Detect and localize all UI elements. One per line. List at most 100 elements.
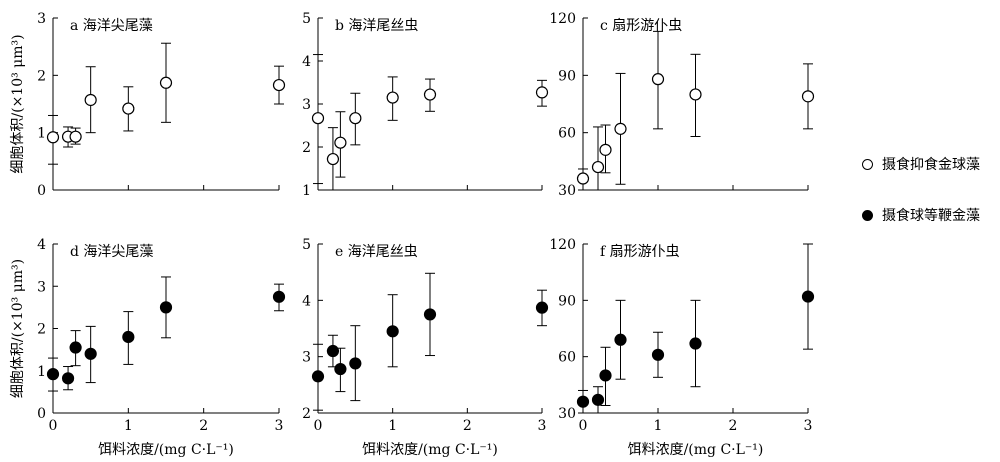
x-tick-label: 1	[124, 418, 133, 434]
panel-label: b 海洋尾丝虫	[335, 18, 418, 34]
filled-data-point	[334, 362, 347, 376]
panel-label: a 海洋尖尾藻	[70, 18, 153, 34]
panel-label: c 扇形游仆虫	[600, 18, 682, 34]
y-tick-label: 4	[302, 54, 311, 70]
x-tick-label: 1	[654, 418, 663, 434]
y-tick-label: 90	[558, 68, 576, 84]
y-tick-label: 30	[558, 183, 576, 199]
y-tick-label: 1	[37, 364, 46, 380]
y-tick-label: 2	[37, 322, 46, 338]
open-data-point	[689, 88, 702, 101]
filled-data-point	[349, 357, 362, 370]
open-data-point	[272, 78, 286, 92]
y-tick-label: 5	[302, 11, 311, 27]
y-tick-label: 4	[37, 237, 46, 253]
y-tick-label: 2	[37, 68, 46, 84]
x-axis-label: 饵料浓度/(mg C·L⁻¹)	[98, 442, 234, 458]
filled-data-point	[591, 393, 605, 406]
y-axis-label: 细胞体积/(×10³ μm³)	[10, 259, 26, 398]
filled-data-point	[535, 301, 549, 314]
y-tick-label: 60	[558, 350, 576, 366]
filled-circle-legend-marker	[862, 209, 873, 221]
filled-data-point	[311, 370, 325, 383]
y-tick-label: 2	[302, 406, 311, 422]
y-tick-label: 3	[37, 11, 46, 27]
filled-data-point	[46, 368, 60, 381]
filled-data-point	[801, 290, 815, 303]
y-tick-label: 3	[302, 350, 311, 366]
x-tick-label: 2	[199, 418, 208, 434]
y-axis-label: 细胞体积/(×10³ μm³)	[10, 34, 26, 173]
open-data-point	[349, 112, 362, 125]
y-tick-label: 5	[302, 237, 311, 253]
y-tick-label: 1	[37, 126, 46, 142]
legend-label-open: 摄食抑食金球藻	[882, 157, 980, 173]
y-tick-label: 90	[558, 293, 576, 309]
panel-label: d 海洋尖尾藻	[70, 244, 153, 260]
panel-label: f 扇形游仆虫	[600, 244, 680, 260]
open-data-point	[535, 86, 549, 99]
open-data-point	[122, 102, 135, 115]
x-tick-label: 3	[538, 418, 547, 434]
open-data-point	[386, 91, 399, 104]
x-tick-label: 0	[49, 418, 58, 434]
x-axis-label: 饵料浓度/(mg C·L⁻¹)	[362, 442, 498, 458]
x-tick-label: 1	[388, 418, 397, 434]
panel-label: e 海洋尾丝虫	[335, 244, 418, 260]
legend-item-filled: 摄食球等鞭金藻	[862, 205, 980, 225]
open-data-point	[311, 112, 325, 125]
open-data-point	[599, 143, 612, 156]
x-tick-label: 0	[579, 418, 588, 434]
open-data-point	[614, 122, 627, 135]
open-data-point	[576, 172, 590, 185]
y-tick-label: 4	[302, 293, 311, 309]
filled-data-point	[651, 348, 665, 361]
open-data-point	[591, 160, 605, 174]
y-tick-label: 0	[37, 183, 46, 199]
open-data-point	[69, 130, 82, 143]
legend-item-open: 摄食抑食金球藻	[862, 154, 980, 174]
open-circle-legend-marker	[862, 158, 873, 170]
open-data-point	[159, 76, 173, 89]
filled-data-point	[272, 290, 286, 303]
filled-data-point	[576, 395, 590, 408]
filled-data-point	[69, 341, 82, 354]
filled-data-point	[599, 369, 612, 382]
x-axis-label: 饵料浓度/(mg C·L⁻¹)	[628, 442, 764, 458]
filled-data-point	[614, 333, 627, 346]
filled-data-point	[159, 301, 173, 314]
y-tick-label: 120	[549, 11, 576, 27]
open-data-point	[801, 90, 815, 103]
filled-data-point	[84, 347, 97, 360]
chart-panel-c: 30 60 90 120 c 扇形游仆虫	[549, 11, 815, 199]
open-data-point	[651, 73, 665, 86]
filled-data-point	[423, 308, 437, 321]
x-tick-label: 2	[729, 418, 738, 434]
filled-data-point	[61, 372, 75, 385]
open-data-point	[46, 131, 60, 144]
legend-label-filled: 摄食球等鞭金藻	[882, 208, 980, 224]
filled-data-point	[122, 330, 135, 344]
open-data-point	[334, 136, 347, 149]
open-data-point	[84, 93, 97, 107]
y-tick-label: 0	[37, 406, 46, 422]
y-tick-label: 3	[37, 279, 46, 295]
x-tick-label: 0	[314, 418, 323, 434]
open-data-point	[326, 152, 340, 166]
y-tick-label: 3	[302, 97, 311, 113]
y-tick-label: 120	[549, 237, 576, 253]
x-tick-label: 3	[804, 418, 813, 434]
y-tick-label: 2	[302, 140, 311, 156]
filled-data-point	[326, 344, 340, 358]
x-tick-label: 3	[275, 418, 284, 434]
open-data-point	[423, 88, 437, 101]
x-tick-label: 2	[463, 418, 472, 434]
filled-data-point	[689, 337, 702, 350]
filled-data-point	[386, 325, 399, 338]
y-tick-label: 1	[302, 183, 311, 199]
